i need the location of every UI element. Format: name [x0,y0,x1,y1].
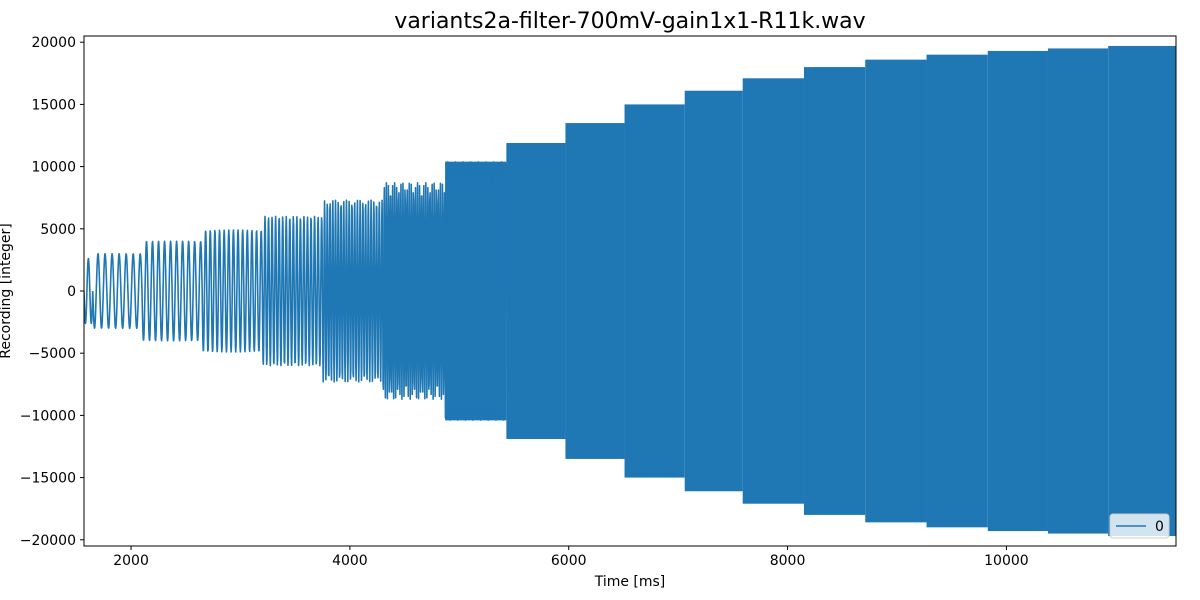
x-tick-label: 10000 [984,553,1029,569]
oscillation-trace [444,161,508,421]
y-tick-label: 20000 [31,35,76,51]
oscillation-trace [84,257,94,325]
dense-oscillation-block [684,90,743,492]
y-tick-label: 10000 [31,160,76,176]
oscillation-trace [261,215,324,367]
dense-oscillation-block [1047,48,1109,534]
legend-entry-label: 0 [1155,519,1164,535]
x-tick-label: 4000 [332,553,368,569]
x-tick-label: 2000 [113,553,149,569]
x-axis-label: Time [ms] [594,574,666,590]
dense-oscillation-block [803,67,866,515]
dense-oscillation-block [987,50,1048,532]
oscillation-trace [321,199,384,383]
dense-oscillation-block [1108,45,1176,537]
oscillation-trace [141,240,203,342]
chart-title: variants2a-filter-700mV-gain1x1-R11k.wav [394,9,865,34]
x-tick-label: 8000 [770,553,806,569]
y-tick-label: −15000 [20,471,76,487]
y-tick-label: 0 [67,284,76,300]
x-tick-label: 6000 [551,553,587,569]
y-tick-label: 5000 [40,222,76,238]
y-tick-label: −10000 [20,408,76,424]
oscillation-trace [381,182,446,400]
dense-oscillation-block [565,123,625,459]
y-tick-label: −20000 [20,533,76,549]
legend: 0 [1109,513,1170,539]
dense-oscillation-block [742,78,804,504]
series-layer [84,45,1176,537]
dense-oscillation-block [865,59,927,523]
x-axis: 2000 4000 6000 8000 10000 [113,546,1029,569]
dense-oscillation-block [624,104,685,478]
y-tick-label: 15000 [31,97,76,113]
y-axis-label: Recording [integer] [0,223,14,359]
series-0-line [84,45,1176,537]
oscillation-trace [201,229,264,353]
oscillation-trace [91,252,143,330]
y-axis: 20000 15000 10000 5000 0 −5000 −10000 −15000 −20… [20,35,84,549]
dense-oscillation-block [926,54,988,528]
dense-oscillation-block [506,142,566,440]
y-tick-label: −5000 [29,346,76,362]
